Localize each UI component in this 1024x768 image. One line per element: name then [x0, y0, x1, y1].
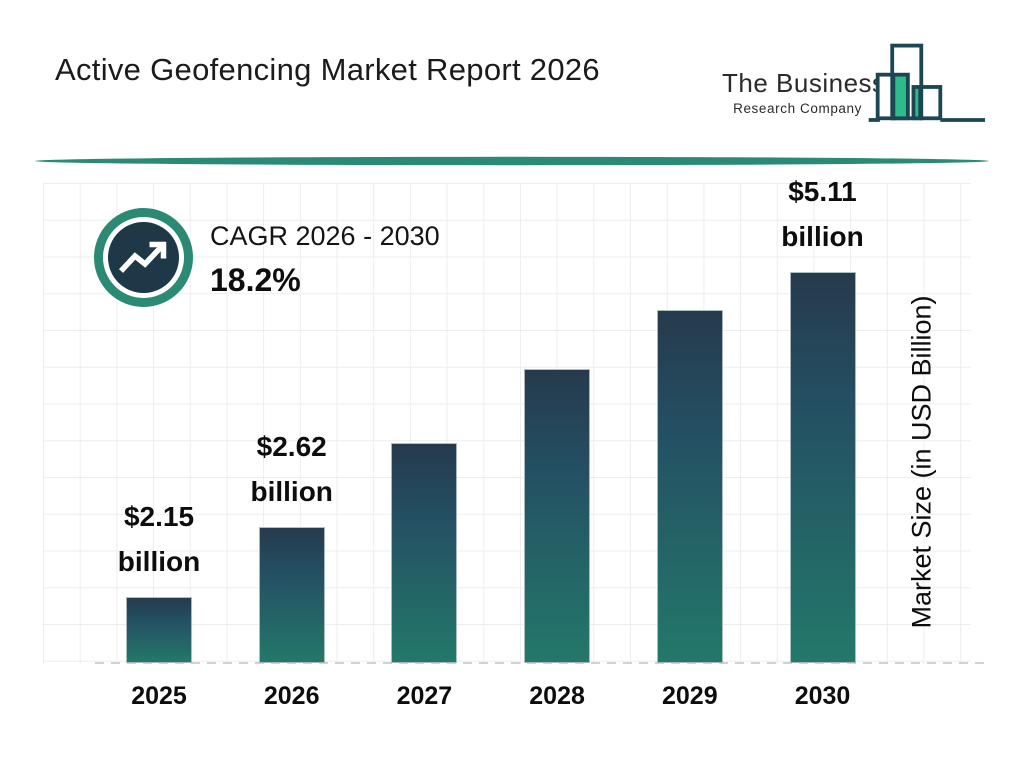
logo-name: The Business	[722, 68, 886, 98]
y-axis-label: Market Size (in USD Billion)	[906, 295, 937, 629]
trending-up-icon	[94, 208, 193, 307]
page-title: Active Geofencing Market Report 2026	[55, 52, 600, 87]
value-label-2025: $2.15 billion	[117, 501, 201, 577]
chart-baseline	[95, 662, 985, 664]
x-label-2028: 2028	[529, 682, 585, 710]
value-label-2030: $5.11 billion	[781, 176, 864, 252]
bar-2025	[126, 597, 192, 663]
skyline-bars-icon	[868, 43, 986, 122]
logo-subname: Research Company	[733, 101, 862, 116]
logo-wordmark: The Business Research Company	[722, 68, 886, 116]
value-label-2026: $2.62 billion	[250, 431, 333, 507]
divider-line	[35, 156, 989, 166]
x-label-2030: 2030	[794, 682, 851, 710]
cagr-value: 18.2%	[210, 262, 301, 298]
x-label-2029: 2029	[661, 682, 718, 710]
x-label-2026: 2026	[263, 682, 320, 710]
bar-2029	[656, 310, 723, 663]
bar-2028	[524, 369, 591, 663]
cagr-label: CAGR 2026 - 2030	[210, 221, 440, 251]
bar-2030	[789, 272, 856, 663]
x-label-2027: 2027	[396, 682, 453, 710]
bar-2026	[258, 527, 325, 663]
bar-2027	[391, 443, 458, 663]
x-label-2025: 2025	[131, 682, 187, 710]
company-logo: The Business Research Company	[722, 40, 992, 125]
